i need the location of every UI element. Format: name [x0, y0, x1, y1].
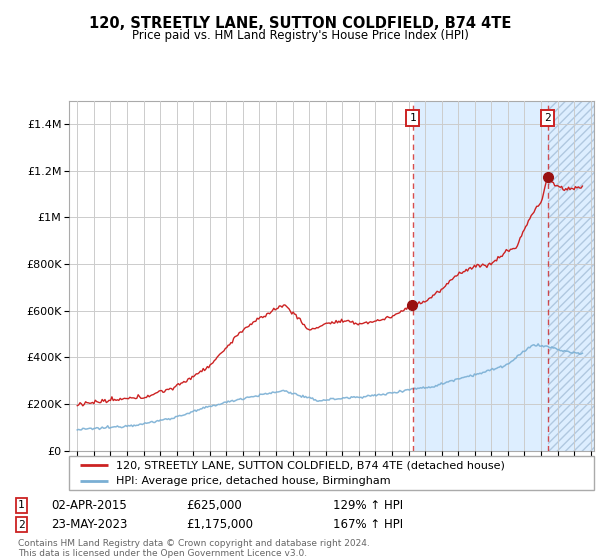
Text: 2: 2	[544, 113, 551, 123]
Bar	[69, 101, 413, 451]
Text: 167% ↑ HPI: 167% ↑ HPI	[333, 518, 403, 531]
Text: 1: 1	[18, 500, 25, 510]
Text: 02-APR-2015: 02-APR-2015	[51, 498, 127, 512]
Bar	[548, 101, 594, 451]
Text: £1,175,000: £1,175,000	[186, 518, 253, 531]
Text: £625,000: £625,000	[186, 498, 242, 512]
Text: 2: 2	[18, 520, 25, 530]
Text: Price paid vs. HM Land Registry's House Price Index (HPI): Price paid vs. HM Land Registry's House …	[131, 29, 469, 42]
Text: 120, STREETLY LANE, SUTTON COLDFIELD, B74 4TE: 120, STREETLY LANE, SUTTON COLDFIELD, B7…	[89, 16, 511, 31]
Text: 1: 1	[409, 113, 416, 123]
Text: Contains HM Land Registry data © Crown copyright and database right 2024.
This d: Contains HM Land Registry data © Crown c…	[18, 539, 370, 558]
Bar	[413, 101, 594, 451]
Text: HPI: Average price, detached house, Birmingham: HPI: Average price, detached house, Birm…	[116, 476, 391, 486]
Text: 120, STREETLY LANE, SUTTON COLDFIELD, B74 4TE (detached house): 120, STREETLY LANE, SUTTON COLDFIELD, B7…	[116, 460, 505, 470]
Text: 129% ↑ HPI: 129% ↑ HPI	[333, 498, 403, 512]
FancyBboxPatch shape	[69, 456, 594, 490]
Text: 23-MAY-2023: 23-MAY-2023	[51, 518, 127, 531]
